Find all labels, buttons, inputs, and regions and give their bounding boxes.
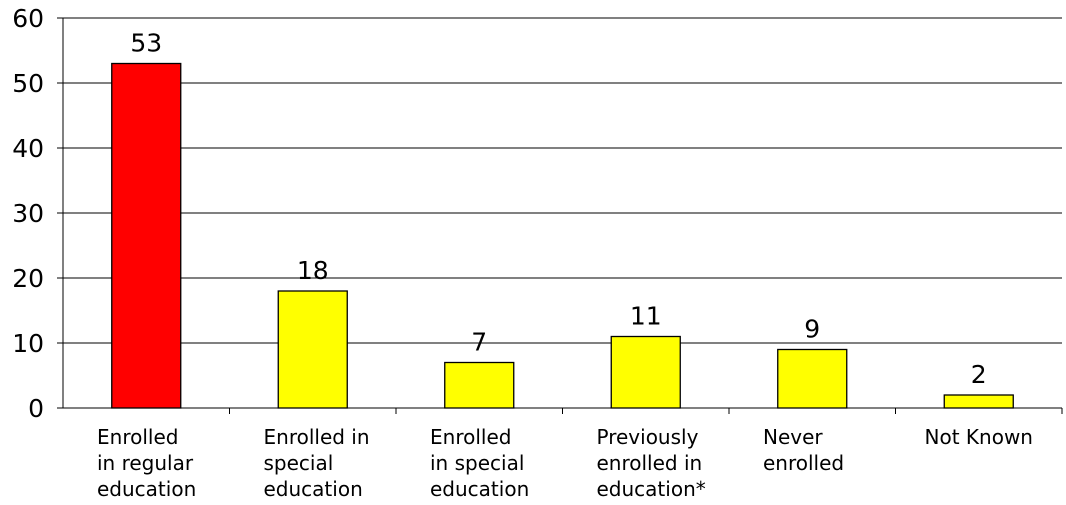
data-label: 2: [971, 360, 987, 389]
category-label: Not Known: [924, 425, 1033, 449]
data-label: 9: [804, 315, 820, 344]
bar: [777, 348, 848, 409]
data-label: 7: [471, 328, 487, 357]
axes: [57, 17, 1063, 414]
category-label: Enrolled in regular education: [97, 425, 197, 501]
gridlines: [63, 17, 1062, 344]
data-labels: 53 18 7 11 9 2: [130, 29, 986, 390]
y-tick-label: 40: [12, 134, 44, 163]
bar: [444, 361, 515, 409]
bars: [111, 62, 1014, 409]
y-tick-label: 50: [12, 69, 44, 98]
y-tick-label: 30: [12, 199, 44, 228]
data-label: 18: [297, 256, 329, 285]
y-tick-label: 10: [12, 329, 44, 358]
bar: [610, 335, 681, 409]
category-label: Enrolled in special education: [263, 425, 370, 501]
y-tick-label: 20: [12, 264, 44, 293]
category-label: Previously enrolled in education*: [596, 425, 706, 501]
bar: [277, 290, 348, 409]
data-label: 11: [630, 302, 662, 331]
category-label: Enrolled in special education: [430, 425, 530, 501]
y-tick-label: 60: [12, 4, 44, 33]
y-tick-label: 0: [28, 394, 44, 423]
bar: [943, 394, 1014, 409]
y-tick-labels: 0 10 20 30 40 50 60: [12, 4, 44, 423]
bar: [111, 62, 182, 409]
data-label: 53: [130, 29, 162, 58]
category-label: Never enrolled: [763, 425, 845, 475]
